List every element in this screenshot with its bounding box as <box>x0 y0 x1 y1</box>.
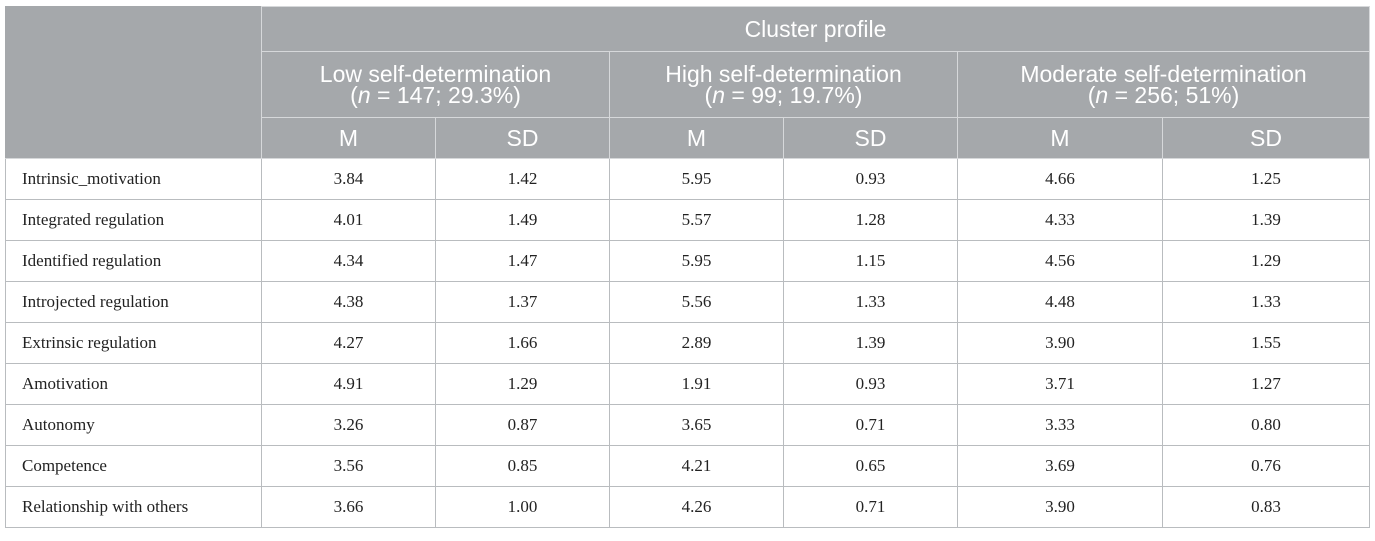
sd-cell: 1.39 <box>1161 199 1371 241</box>
table-row: Intrinsic_motivation 3.84 1.42 5.95 0.93 4.66… <box>5 158 1371 200</box>
sd-cell: 0.71 <box>783 486 958 528</box>
mean-cell: 3.26 <box>261 404 436 446</box>
row-label: Competence <box>5 445 262 487</box>
sd-cell: 0.93 <box>783 158 958 200</box>
row-label: Intrinsic_motivation <box>5 158 262 200</box>
sd-cell: 1.29 <box>1161 240 1371 282</box>
sd-cell: 1.42 <box>435 158 610 200</box>
table-row: Identified regulation 4.34 1.47 5.95 1.15 4.5… <box>5 240 1371 282</box>
table-row: Extrinsic regulation 4.27 1.66 2.89 1.39 3.90… <box>5 322 1371 364</box>
sd-cell: 0.93 <box>783 363 958 405</box>
mean-cell: 4.21 <box>609 445 784 487</box>
row-label: Integrated regulation <box>5 199 262 241</box>
table-row: Relationship with others 3.66 1.00 4.26 0.71… <box>5 486 1371 528</box>
sd-cell: 1.25 <box>1161 158 1371 200</box>
mean-cell: 3.66 <box>261 486 436 528</box>
mean-column-header: M <box>957 117 1163 159</box>
table-row: Integrated regulation 4.01 1.49 5.57 1.28 4.3… <box>5 199 1371 241</box>
sd-cell: 1.55 <box>1161 322 1371 364</box>
cluster-n-value: = 147; 29.3%) <box>370 81 521 108</box>
mean-cell: 4.91 <box>261 363 436 405</box>
mean-cell: 4.38 <box>261 281 436 323</box>
sd-cell: 0.87 <box>435 404 610 446</box>
sd-cell: 0.80 <box>1161 404 1371 446</box>
cluster-header-moderate: Moderate self-determination (n = 256; 51%… <box>956 51 1371 118</box>
sd-cell: 1.33 <box>783 281 958 323</box>
cluster-n-value: = 256; 51%) <box>1108 81 1240 108</box>
mean-cell: 5.95 <box>609 158 784 200</box>
sd-column-header: SD <box>1161 117 1371 159</box>
sd-cell: 1.39 <box>783 322 958 364</box>
sd-cell: 1.49 <box>435 199 610 241</box>
mean-cell: 4.26 <box>609 486 784 528</box>
header-corner-cell <box>5 6 262 159</box>
row-label: Extrinsic regulation <box>5 322 262 364</box>
sd-cell: 1.27 <box>1161 363 1371 405</box>
table-container: Cluster profile Low self-determination (n… <box>5 6 1371 528</box>
sd-column-header: SD <box>435 117 610 159</box>
table-row: Amotivation 4.91 1.29 1.91 0.93 3.71 1.27 <box>5 363 1371 405</box>
row-label: Amotivation <box>5 363 262 405</box>
mean-column-header: M <box>261 117 436 159</box>
sd-cell: 0.85 <box>435 445 610 487</box>
mean-cell: 5.56 <box>609 281 784 323</box>
cluster-name: Moderate self-determination <box>1020 60 1307 87</box>
cluster-n-value: = 99; 19.7%) <box>725 81 863 108</box>
mean-cell: 3.90 <box>957 322 1163 364</box>
mean-cell: 2.89 <box>609 322 784 364</box>
mean-cell: 3.84 <box>261 158 436 200</box>
sd-cell: 0.76 <box>1161 445 1371 487</box>
mean-cell: 3.71 <box>957 363 1163 405</box>
sd-column-header: SD <box>783 117 958 159</box>
cluster-name: Low self-determination <box>319 60 552 87</box>
cluster-header-low: Low self-determination (n = 147; 29.3%) <box>261 51 610 118</box>
group-header: Cluster profile <box>260 6 1371 52</box>
mean-cell: 3.65 <box>609 404 784 446</box>
sd-cell: 1.66 <box>435 322 610 364</box>
mean-cell: 4.48 <box>957 281 1163 323</box>
cluster-n-label: n <box>1095 81 1109 108</box>
mean-cell: 3.56 <box>261 445 436 487</box>
row-label: Relationship with others <box>5 486 262 528</box>
sd-cell: 1.37 <box>435 281 610 323</box>
cluster-profile-table: Cluster profile Low self-determination (n… <box>5 6 1371 528</box>
sd-cell: 1.47 <box>435 240 610 282</box>
row-label: Introjected regulation <box>5 281 262 323</box>
table-row: Introjected regulation 4.38 1.37 5.56 1.33 4.… <box>5 281 1371 323</box>
table-body: Intrinsic_motivation 3.84 1.42 5.95 0.93 4.66… <box>5 158 1371 528</box>
row-label: Autonomy <box>5 404 262 446</box>
table-row: Competence 3.56 0.85 4.21 0.65 3.69 0.76 <box>5 445 1371 487</box>
cluster-n-label: n <box>357 81 371 108</box>
mean-cell: 5.95 <box>609 240 784 282</box>
row-label: Identified regulation <box>5 240 262 282</box>
sd-cell: 0.71 <box>783 404 958 446</box>
mean-cell: 4.56 <box>957 240 1163 282</box>
sd-cell: 1.29 <box>435 363 610 405</box>
mean-cell: 3.69 <box>957 445 1163 487</box>
cluster-header-high: High self-determination (n = 99; 19.7%) <box>609 51 958 118</box>
mean-cell: 5.57 <box>609 199 784 241</box>
table-header: Cluster profile Low self-determination (n… <box>5 6 1371 159</box>
table-row: Autonomy 3.26 0.87 3.65 0.71 3.33 0.80 <box>5 404 1371 446</box>
sd-cell: 1.28 <box>783 199 958 241</box>
sd-cell: 1.33 <box>1161 281 1371 323</box>
stat-header-row: M SD M SD M SD <box>6 117 1371 159</box>
mean-cell: 1.91 <box>609 363 784 405</box>
cluster-name: High self-determination <box>665 60 902 87</box>
mean-column-header: M <box>609 117 784 159</box>
sd-cell: 0.65 <box>783 445 958 487</box>
mean-cell: 3.90 <box>957 486 1163 528</box>
mean-cell: 4.27 <box>261 322 436 364</box>
mean-cell: 3.33 <box>957 404 1163 446</box>
sd-cell: 1.15 <box>783 240 958 282</box>
mean-cell: 4.66 <box>957 158 1163 200</box>
cluster-n-label: n <box>712 81 725 108</box>
mean-cell: 4.01 <box>261 199 436 241</box>
sd-cell: 0.83 <box>1161 486 1371 528</box>
mean-cell: 4.34 <box>261 240 436 282</box>
mean-cell: 4.33 <box>957 199 1163 241</box>
sd-cell: 1.00 <box>435 486 610 528</box>
